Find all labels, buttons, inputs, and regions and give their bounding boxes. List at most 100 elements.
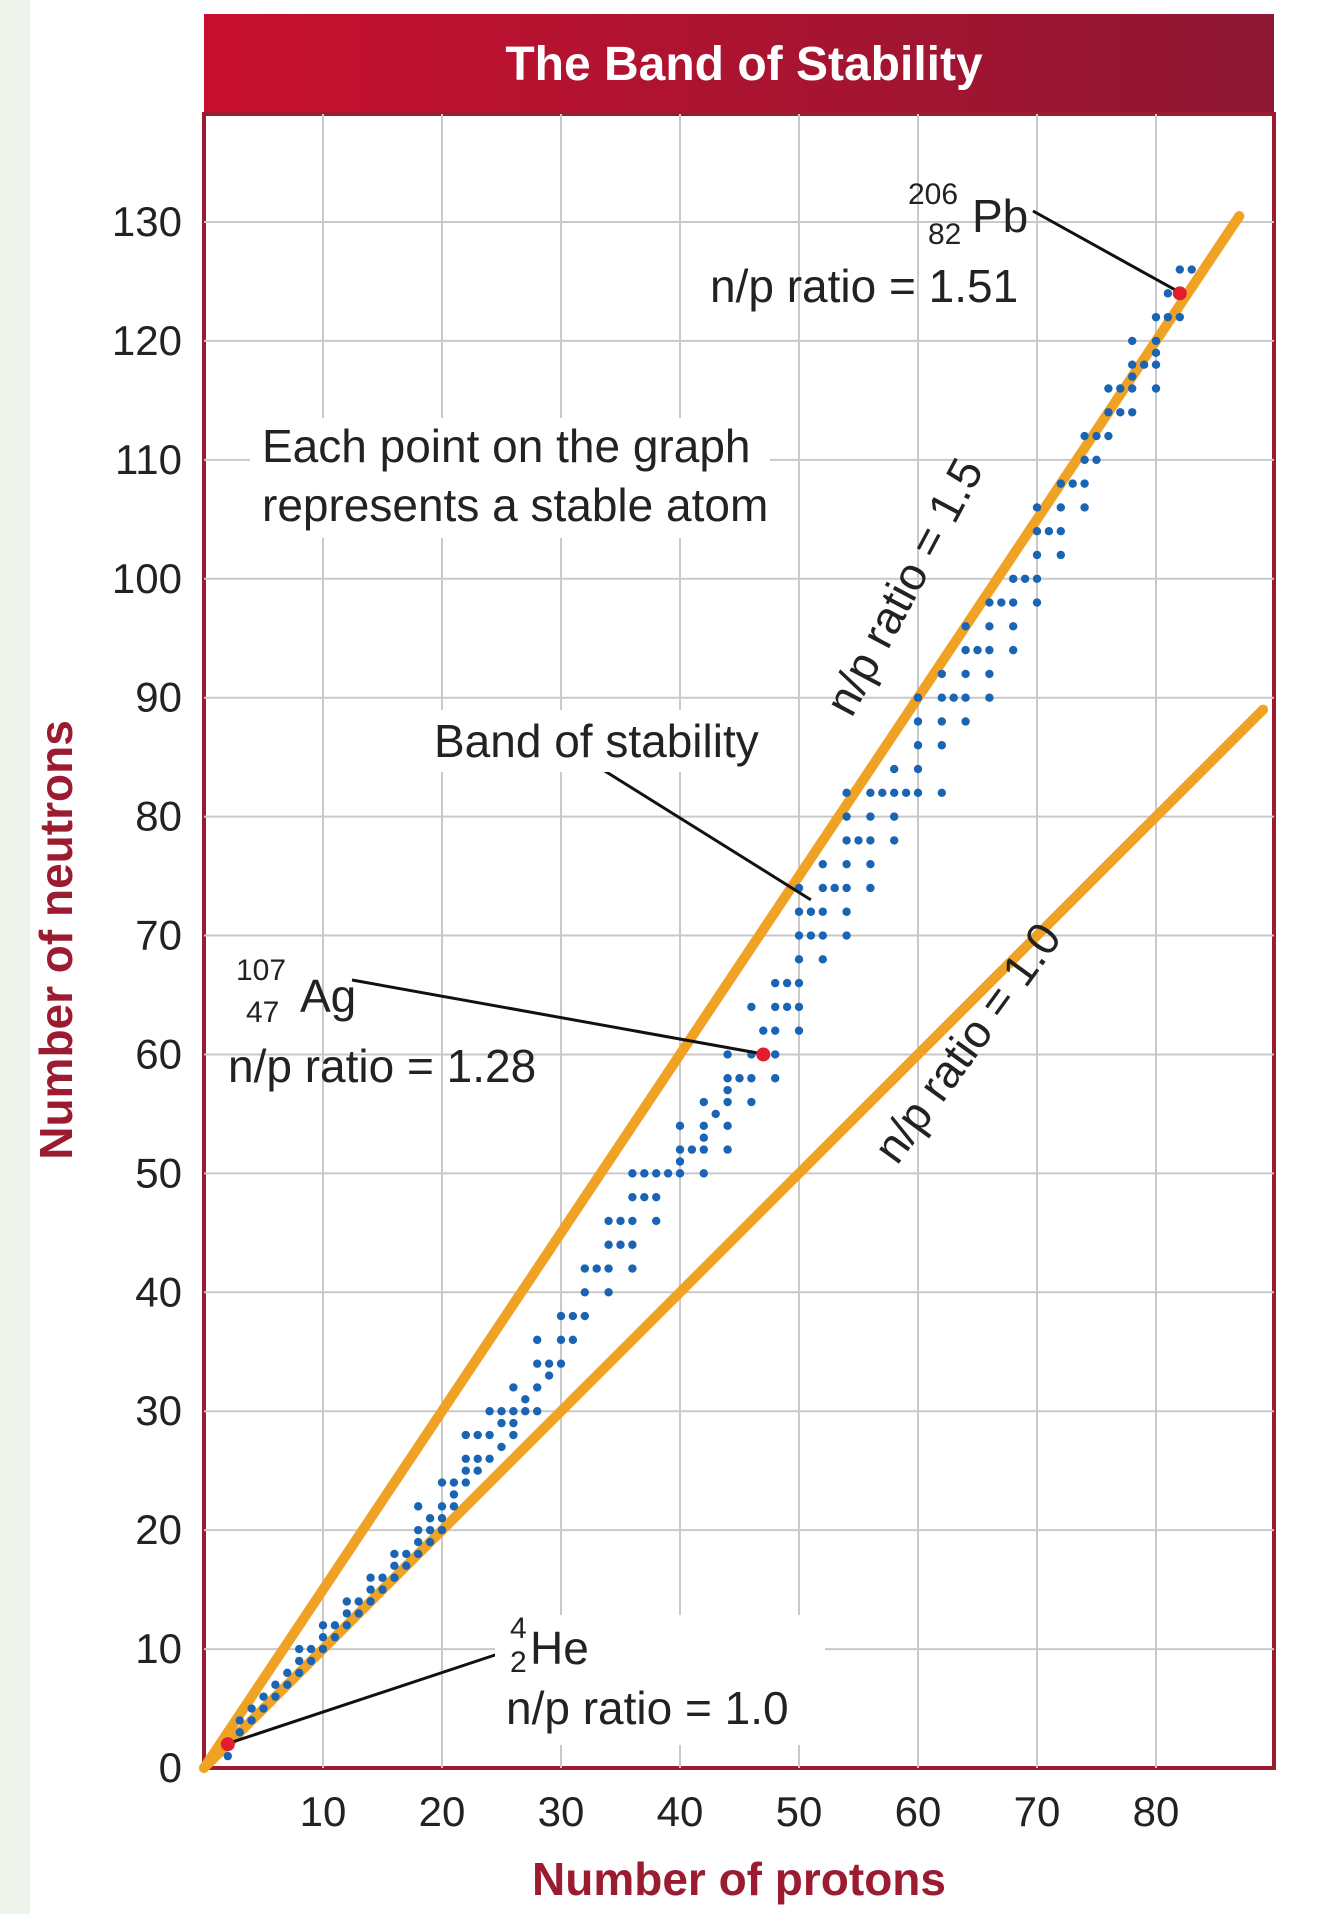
ag-ratio-text: n/p ratio = 1.28: [228, 1040, 536, 1092]
data-point: [568, 1311, 578, 1321]
data-point: [1175, 265, 1185, 274]
data-point: [675, 1121, 685, 1131]
data-point: [414, 1502, 423, 1511]
data-point: [533, 1383, 542, 1392]
data-point: [628, 1240, 637, 1249]
data-point: [782, 978, 792, 988]
highlight-point-ag: [756, 1047, 771, 1062]
data-point: [414, 1525, 423, 1535]
data-point: [961, 645, 970, 655]
data-point: [985, 598, 994, 607]
title-bar: [204, 14, 1274, 114]
stable-atom-points: [223, 265, 1196, 1761]
data-point: [961, 669, 970, 679]
he-ratio-text: n/p ratio = 1.0: [506, 1682, 789, 1734]
data-point: [866, 883, 875, 893]
y-tick-label: 130: [112, 198, 182, 245]
data-point: [437, 1525, 447, 1535]
data-point: [402, 1549, 411, 1559]
data-point: [390, 1561, 399, 1571]
data-point: [913, 717, 923, 726]
ag-atomic-number: 47: [246, 996, 279, 1029]
pb-atomic-number: 82: [928, 218, 961, 251]
data-point: [318, 1621, 328, 1630]
data-point: [830, 883, 839, 893]
data-point: [306, 1656, 316, 1666]
data-point: [521, 1407, 530, 1416]
data-point: [1128, 384, 1137, 393]
data-point: [390, 1573, 399, 1582]
data-point: [818, 955, 827, 964]
y-tick-label: 60: [135, 1030, 182, 1077]
x-axis-ticks: 10 20 30 40 50 60 70 80: [300, 1788, 1180, 1835]
data-point: [449, 1490, 459, 1499]
data-point: [509, 1383, 518, 1392]
data-point: [961, 693, 970, 702]
data-point: [437, 1502, 447, 1511]
data-point: [556, 1311, 566, 1321]
data-point: [306, 1644, 316, 1654]
y-tick-label: 10: [135, 1625, 182, 1672]
data-point: [1056, 503, 1066, 512]
ag-symbol: Ag: [300, 970, 356, 1022]
data-point: [592, 1264, 601, 1273]
data-point: [901, 788, 911, 798]
data-point: [675, 1169, 685, 1178]
data-point: [616, 1216, 625, 1226]
data-point: [842, 788, 851, 798]
data-point: [533, 1335, 542, 1345]
data-point: [771, 1050, 780, 1059]
note-line-2: represents a stable atom: [262, 479, 768, 531]
data-point: [842, 931, 851, 940]
data-point: [913, 788, 923, 798]
data-point: [247, 1716, 256, 1725]
data-point: [1032, 527, 1042, 536]
data-point: [556, 1335, 566, 1345]
data-point: [1080, 431, 1089, 441]
data-point: [1009, 574, 1018, 583]
data-point: [699, 1133, 708, 1142]
data-point: [794, 1002, 804, 1012]
data-point: [937, 693, 946, 702]
data-point: [628, 1192, 637, 1202]
data-point: [1009, 598, 1018, 607]
data-point: [771, 1026, 780, 1035]
data-point: [402, 1561, 411, 1571]
data-point: [449, 1478, 459, 1487]
note-background: [250, 418, 770, 538]
data-point: [473, 1430, 482, 1440]
data-point: [449, 1502, 459, 1511]
data-point: [890, 788, 899, 798]
note-line-1: Each point on the graph: [262, 420, 750, 472]
highlight-point-pb: [1172, 286, 1187, 301]
data-point: [747, 1002, 756, 1012]
data-point: [652, 1169, 661, 1178]
data-point: [1068, 479, 1077, 488]
data-point: [1151, 312, 1161, 322]
data-point: [568, 1335, 578, 1345]
data-point: [961, 622, 970, 631]
x-axis-title: Number of protons: [532, 1853, 946, 1905]
ag-leader-line: [351, 978, 761, 1055]
y-tick-label: 120: [112, 317, 182, 364]
data-point: [794, 978, 804, 988]
data-point: [1128, 336, 1137, 346]
data-point: [378, 1573, 387, 1582]
data-point: [318, 1644, 328, 1654]
data-point: [533, 1407, 542, 1416]
y-tick-label: 100: [112, 555, 182, 602]
data-point: [937, 741, 946, 750]
data-point: [509, 1407, 518, 1416]
data-point: [866, 836, 875, 845]
data-point: [818, 931, 827, 940]
data-point: [913, 741, 923, 750]
data-point: [890, 836, 899, 845]
ratio-line-1-5: [199, 211, 1245, 1773]
data-point: [675, 1157, 685, 1166]
y-tick-label: 40: [135, 1268, 182, 1315]
data-point: [913, 764, 923, 774]
data-point: [759, 1026, 768, 1035]
data-point: [259, 1692, 268, 1701]
y-tick-label: 110: [115, 436, 182, 483]
data-point: [628, 1216, 637, 1226]
